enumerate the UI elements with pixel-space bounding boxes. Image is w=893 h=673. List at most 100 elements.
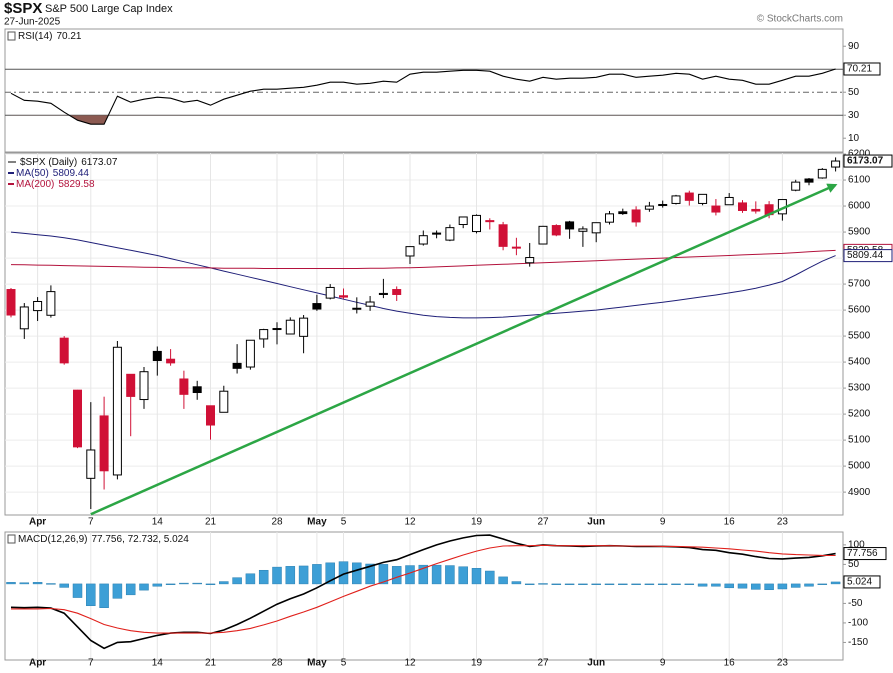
histogram-bar bbox=[272, 566, 282, 585]
candle-body bbox=[525, 257, 535, 264]
candle-body bbox=[112, 346, 122, 476]
legend-entry: $SPX (Daily) 6173.07 bbox=[20, 157, 118, 168]
candle-body bbox=[126, 373, 136, 397]
legend-entry: MA(50) 5809.44 bbox=[16, 168, 89, 179]
x-tick-label: 23 bbox=[777, 517, 789, 528]
x-tick-label: May bbox=[307, 517, 327, 528]
y-tick-label: 4900 bbox=[848, 487, 871, 498]
histogram-bar bbox=[498, 576, 508, 585]
candle-body bbox=[245, 339, 255, 368]
histogram-bar bbox=[591, 583, 601, 585]
candle-body bbox=[724, 196, 734, 206]
histogram-bar bbox=[684, 583, 695, 585]
candle-body bbox=[312, 303, 322, 310]
histogram-bar bbox=[764, 583, 774, 591]
candle-body bbox=[817, 168, 827, 179]
legend-name: MACD(12,26,9) bbox=[18, 534, 87, 545]
chart-title: $SPX bbox=[4, 0, 42, 17]
histogram-bar bbox=[671, 583, 681, 585]
histogram-bar bbox=[32, 582, 43, 585]
legend-icon bbox=[7, 534, 16, 544]
x-tick-label: 21 bbox=[205, 517, 217, 528]
histogram-bar bbox=[724, 583, 734, 589]
candle-body bbox=[405, 246, 415, 257]
x-tick-label: 5 bbox=[341, 658, 347, 669]
y-tick-label: 5200 bbox=[848, 409, 871, 420]
candle-body bbox=[285, 319, 295, 335]
histogram-bar bbox=[312, 564, 322, 585]
legend-name: RSI(14) bbox=[18, 31, 52, 42]
candle-body bbox=[339, 295, 348, 298]
histogram-bar bbox=[325, 562, 335, 585]
x-tick-label: 14 bbox=[152, 517, 164, 528]
histogram-bar bbox=[511, 581, 522, 585]
histogram-bar bbox=[232, 577, 242, 585]
candle-body bbox=[219, 390, 229, 413]
y-tick-label: 100 bbox=[848, 540, 865, 551]
rsi-panel bbox=[4, 28, 844, 153]
legend-entry: MACD(12,26,9) 77.756, 72.732, 5.024 bbox=[18, 534, 189, 545]
y-tick-label: 10 bbox=[848, 133, 860, 144]
legend-entry: RSI(14) 70.21 bbox=[18, 31, 82, 42]
histogram-bar bbox=[72, 583, 83, 598]
y-tick-label: -150 bbox=[848, 637, 868, 648]
candle-body bbox=[831, 160, 841, 168]
y-tick-label: 5600 bbox=[848, 305, 871, 316]
legend-value: 6173.07 bbox=[81, 157, 118, 168]
histogram-bar bbox=[431, 564, 442, 585]
histogram-bar bbox=[524, 583, 535, 585]
histogram-bar bbox=[657, 583, 668, 585]
legend-value: 70.21 bbox=[56, 31, 81, 42]
y-tick-label: 6000 bbox=[848, 201, 871, 212]
series-line bbox=[10, 68, 836, 125]
legend-name: MA(50) bbox=[16, 168, 49, 179]
x-tick-label: 5 bbox=[341, 517, 347, 528]
candle-body bbox=[711, 205, 721, 213]
y-tick-label: 5700 bbox=[848, 279, 871, 290]
histogram-bar bbox=[125, 583, 136, 596]
histogram-bar bbox=[6, 582, 16, 585]
value-label: 70.21 bbox=[847, 64, 872, 75]
value-box bbox=[843, 547, 887, 561]
candle-body bbox=[299, 317, 309, 337]
candle-body bbox=[232, 362, 242, 369]
candle-body bbox=[658, 203, 668, 206]
x-tick-label: May bbox=[307, 658, 327, 669]
histogram-bar bbox=[644, 583, 655, 585]
candle-body bbox=[432, 232, 442, 235]
histogram-bar bbox=[830, 581, 841, 585]
value-box bbox=[843, 575, 881, 589]
candle-body bbox=[565, 221, 575, 230]
y-tick-label: 5000 bbox=[848, 461, 871, 472]
chart-subtitle: S&P 500 Large Cap Index bbox=[45, 3, 173, 15]
candle-body bbox=[272, 328, 282, 331]
value-label: 6173.07 bbox=[847, 156, 884, 167]
candle-body bbox=[99, 415, 109, 472]
y-tick-label: 50 bbox=[848, 87, 860, 98]
x-tick-label: 16 bbox=[724, 658, 736, 669]
candle-body bbox=[485, 220, 495, 223]
histogram-bar bbox=[192, 582, 202, 585]
chart-date: 27-Jun-2025 bbox=[4, 17, 61, 28]
legend-value: 77.756 bbox=[91, 534, 122, 545]
candle-body bbox=[445, 227, 455, 241]
x-tick-label: Apr bbox=[29, 658, 46, 669]
x-tick-label: 16 bbox=[724, 517, 736, 528]
candle-body bbox=[378, 292, 388, 295]
candle-body bbox=[791, 181, 801, 191]
x-tick-label: Jun bbox=[587, 658, 605, 669]
y-tick-label: 5300 bbox=[848, 383, 871, 394]
trend-line bbox=[90, 183, 838, 516]
x-tick-label: 28 bbox=[271, 517, 283, 528]
candle-body bbox=[325, 286, 335, 299]
x-tick-label: 12 bbox=[404, 517, 416, 528]
value-box bbox=[843, 154, 893, 168]
candle-body bbox=[698, 193, 708, 204]
candle-body bbox=[6, 289, 16, 316]
histogram-bar bbox=[578, 583, 588, 585]
histogram-bar bbox=[365, 563, 375, 585]
x-tick-label: 7 bbox=[88, 658, 94, 669]
histogram-bar bbox=[298, 565, 309, 585]
histogram-bar bbox=[751, 583, 761, 590]
y-tick-label: 5900 bbox=[848, 227, 871, 238]
